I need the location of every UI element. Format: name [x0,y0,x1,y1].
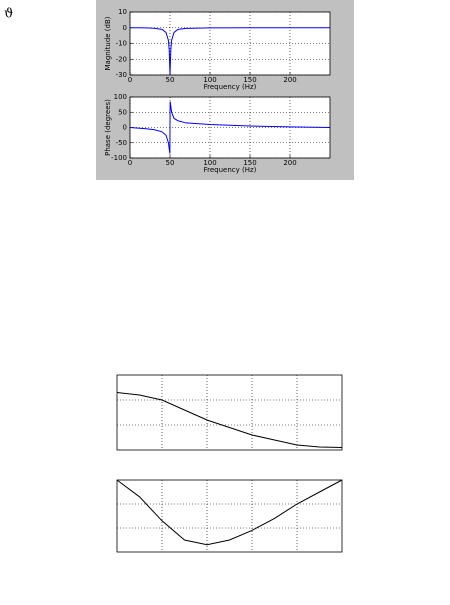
stray-glyph: ϑ [4,7,13,22]
y-tick-label: 0 [123,124,127,132]
axes-frame [116,374,343,451]
x-tick-label: 0 [128,76,132,84]
y-tick-label: 100 [114,93,127,101]
axes-frame [129,11,331,76]
y-tick-label: -10 [116,40,127,48]
axes-area [117,375,342,450]
data-line [130,27,330,76]
axes-area [117,480,342,552]
x-tick-label: 200 [283,159,296,167]
x-axis-label: Frequency (Hz) [204,166,257,174]
data-line [116,479,343,546]
y-axis-label: Magnitude (dB) [104,16,112,70]
y-tick-label: 10 [118,8,127,16]
y-tick-label: 50 [118,108,127,116]
x-tick-label: 50 [166,76,175,84]
x-tick-label: 150 [243,159,256,167]
y-tick-label: -50 [116,139,127,147]
y-tick-label: -100 [111,154,127,162]
x-tick-label: 200 [283,76,296,84]
x-tick-label: 100 [203,159,216,167]
axes-frame [129,96,331,159]
data-line [116,392,343,448]
x-axis-label: Frequency (Hz) [204,83,257,91]
x-tick-label: 0 [128,159,132,167]
y-tick-label: -20 [116,55,127,63]
axes-frame [116,479,343,553]
data-line [129,101,331,154]
x-tick-label: 100 [203,76,216,84]
y-axis-label: Phase (degrees) [104,99,112,156]
y-tick-label: 0 [123,24,127,32]
x-tick-label: 150 [243,76,256,84]
y-tick-label: -30 [116,71,127,79]
x-tick-label: 50 [166,159,175,167]
